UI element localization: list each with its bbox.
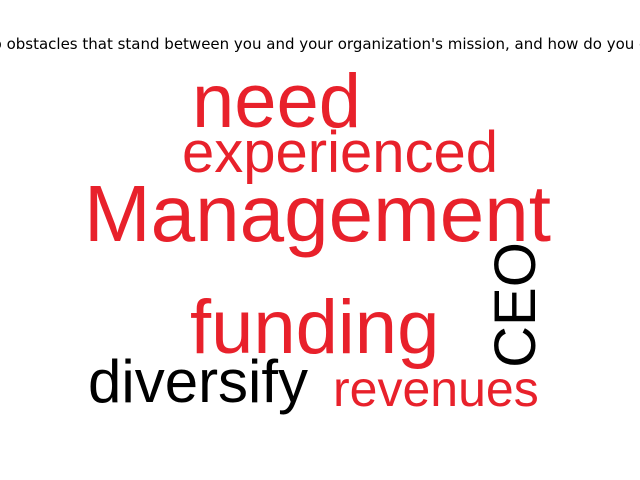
word-management: Management [84, 169, 551, 258]
word-need: need [192, 59, 362, 144]
word-ceo: CEO [483, 238, 548, 372]
word-funding: funding [190, 285, 440, 370]
word-experienced: experienced [182, 120, 498, 185]
question-title: What are the top obstacles that stand be… [0, 35, 640, 55]
question-text: What are the top obstacles that stand be… [0, 35, 640, 53]
word-diversify: diversify [88, 348, 309, 415]
word-revenues: revenues [333, 361, 539, 417]
word-ceo-text: CEO [483, 242, 548, 368]
